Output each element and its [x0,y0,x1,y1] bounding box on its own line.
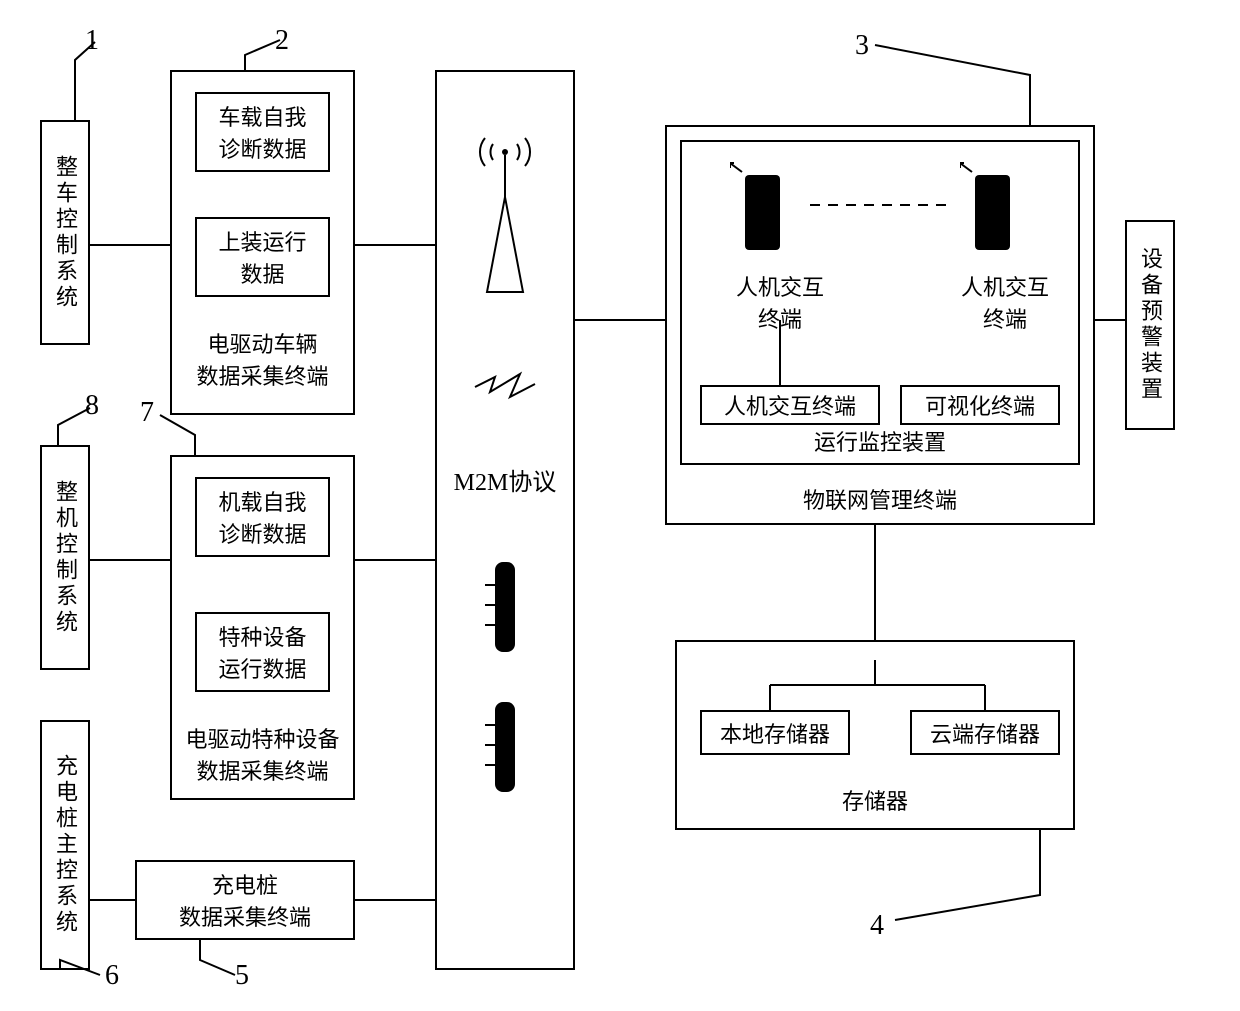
vehicle-control-box: 整车控制系统 [40,120,90,345]
ev-diag-box: 车载自我 诊断数据 [195,92,330,172]
vehicle-control-label: 整车控制系统 [49,155,81,311]
warning-device-box: 设备预警装置 [1125,220,1175,430]
hmi-c-box: 人机交互终端 [700,385,880,425]
callout-6: 6 [105,960,119,992]
lightning-icon [470,362,540,412]
m2m-label: M2M协议 [454,462,557,497]
hmi-phone-a-icon [730,160,790,260]
charging-control-label: 充电桩主控系统 [49,754,81,936]
visual-terminal-box: 可视化终端 [900,385,1060,425]
charging-terminal-box: 充电桩 数据采集终端 [135,860,355,940]
cloud-storage-box: 云端存储器 [910,710,1060,755]
callout-8: 8 [85,390,99,422]
machine-control-label: 整机控制系统 [49,480,81,636]
charging-control-box: 充电桩主控系统 [40,720,90,970]
phone-icon-1 [480,557,530,657]
storage-title: 存储器 [842,784,908,816]
m2m-box: M2M协议 [435,70,575,970]
callout-2: 2 [275,25,289,57]
phone-icon-2 [480,697,530,797]
callout-1: 1 [85,25,99,57]
special-terminal-title: 电驱动特种设备 数据采集终端 [185,722,339,786]
iot-title: 物联网管理终端 [803,483,957,515]
hmi-b-label: 人机交互 终端 [945,270,1065,334]
monitor-title: 运行监控装置 [814,425,946,457]
special-run-box: 特种设备 运行数据 [195,612,330,692]
local-storage-box: 本地存储器 [700,710,850,755]
callout-7: 7 [140,397,154,429]
special-terminal-box: 机载自我 诊断数据 特种设备 运行数据 电驱动特种设备 数据采集终端 [170,455,355,800]
ev-terminal-box: 车载自我 诊断数据 上装运行 数据 电驱动车辆 数据采集终端 [170,70,355,415]
callout-5: 5 [235,960,249,992]
ev-terminal-title: 电驱动车辆 数据采集终端 [196,327,328,391]
special-diag-box: 机载自我 诊断数据 [195,477,330,557]
ev-run-box: 上装运行 数据 [195,217,330,297]
warning-device-label: 设备预警装置 [1134,247,1166,403]
antenna-icon [465,132,545,302]
machine-control-box: 整机控制系统 [40,445,90,670]
hmi-a-label: 人机交互 终端 [720,270,840,334]
hmi-phone-b-icon [960,160,1020,260]
callout-4: 4 [870,910,884,942]
callout-3: 3 [855,30,869,62]
